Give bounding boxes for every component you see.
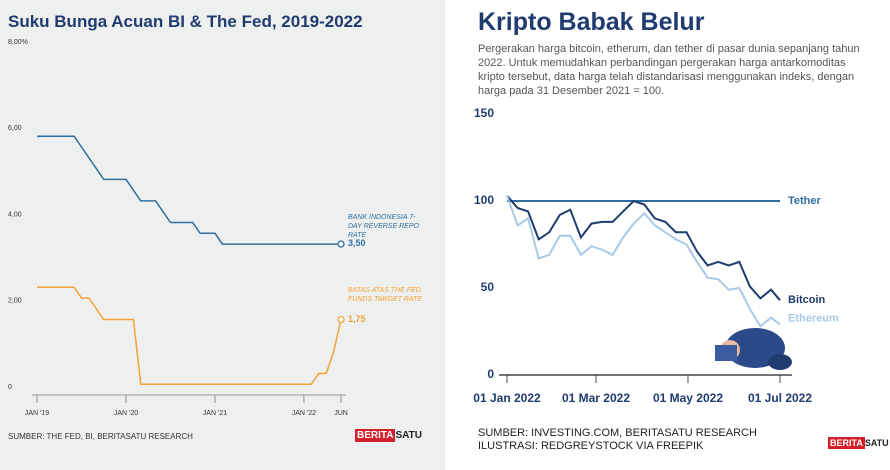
series-line [506, 195, 781, 328]
series-label: Tether [788, 195, 822, 207]
x-tick-label: JAN '22 [292, 410, 316, 417]
series-line [37, 135, 341, 245]
series-label: BANK INDONESIA 7-DAY REVERSE REPO RATE [348, 214, 419, 240]
logo-part: SATU [864, 438, 889, 448]
series-label: BATAS ATAS THE FED FUNDS TARGET RATE [348, 286, 423, 303]
x-tick-label: 01 May 2022 [653, 391, 723, 405]
y-tick-label: 0 [8, 384, 12, 391]
y-tick-label: 2,00 [8, 298, 22, 305]
x-tick-label: 01 Jan 2022 [473, 391, 541, 405]
left-title: Suku Bunga Acuan BI & The Fed, 2019-2022 [8, 12, 363, 31]
value-label: 1,75 [348, 313, 366, 324]
series-label: Ethereum [788, 312, 839, 324]
y-tick-label: 100 [474, 193, 494, 207]
x-tick-label: JAN '20 [114, 410, 138, 417]
panel-bg [0, 0, 445, 470]
end-point [337, 240, 345, 248]
source: SUMBER: INVESTING.COM, BERITASATU RESEAR… [478, 427, 757, 439]
source: ILUSTRASI: REDGREYSTOCK VIA FREEPIK [478, 440, 704, 452]
value-label: 3,50 [348, 238, 366, 249]
logo: BERITA SATU [355, 429, 422, 442]
illustration [715, 328, 792, 370]
logo-part: SATU [395, 430, 422, 441]
logo: BERITA SATU [828, 437, 889, 449]
series-label: Bitcoin [788, 294, 826, 306]
logo-part: BERITA [828, 437, 865, 449]
y-tick-label: 0 [487, 367, 494, 381]
x-tick-label: JAN '21 [203, 410, 227, 417]
y-tick-label: 4,00 [8, 211, 22, 218]
y-tick-label: 50 [481, 280, 495, 294]
y-tick-label: 150 [474, 106, 494, 120]
left-source: SUMBER: THE FED, BI, BERITASATU RESEARCH [8, 432, 193, 441]
series-line [37, 286, 342, 385]
x-tick-label: JUN [334, 410, 348, 417]
subtitle: Pergerakan harga bitcoin, etherum, dan t… [478, 43, 860, 97]
series-line [506, 195, 781, 301]
x-tick-label: JAN '19 [25, 410, 49, 417]
x-tick-label: 01 Mar 2022 [562, 391, 630, 405]
x-tick-label: 01 Jul 2022 [748, 391, 812, 405]
y-tick-label: 6,00 [8, 125, 22, 132]
logo-part: BERITA [355, 429, 396, 442]
right-title: Kripto Babak Belur [478, 8, 705, 36]
y-tick-label: 8,00% [8, 39, 28, 46]
end-point [337, 315, 345, 324]
